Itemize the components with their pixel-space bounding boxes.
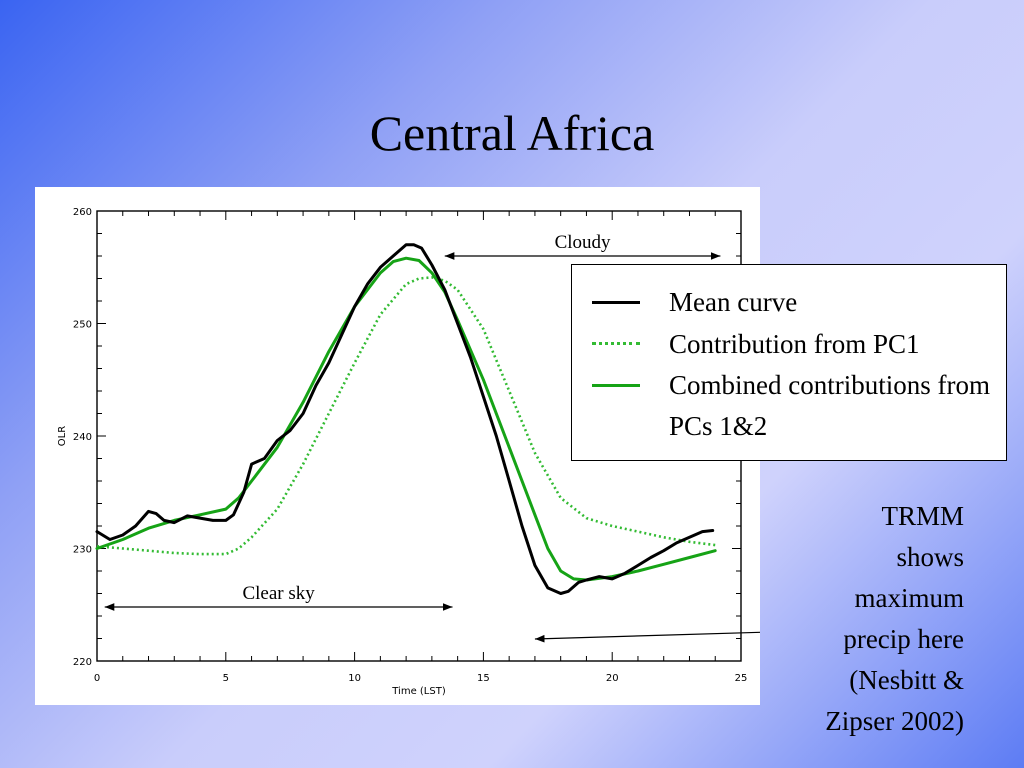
annotations: Cloudy Clear sky — [104, 232, 760, 643]
note-line: Zipser 2002) — [825, 706, 964, 736]
note-line: TRMM — [881, 501, 964, 531]
legend-swatch-mean — [592, 301, 640, 304]
trmm-note: TRMM shows maximum precip here (Nesbitt … — [744, 496, 964, 742]
x-tick-label: 20 — [606, 673, 619, 684]
legend: Mean curve Contribution from PC1 Combine… — [571, 264, 1007, 461]
y-tick-label: 230 — [73, 545, 92, 556]
x-tick-label: 15 — [477, 673, 490, 684]
legend-label-mean: Mean curve — [669, 287, 798, 317]
y-axis-label: OLR — [57, 426, 68, 446]
x-tick-label: 25 — [735, 673, 748, 684]
legend-swatch-combined — [592, 384, 640, 387]
legend-swatch-pc1 — [592, 342, 640, 345]
y-tick-label: 260 — [73, 207, 92, 218]
note-line: shows — [896, 542, 964, 572]
legend-label-combined: Combined contributions from PCs 1&2 — [669, 370, 990, 441]
clear-sky-label: Clear sky — [242, 583, 315, 604]
x-axis-label: Time (LST) — [391, 686, 446, 697]
y-tick-label: 240 — [73, 432, 92, 443]
x-tick-label: 10 — [348, 673, 361, 684]
series-group — [95, 243, 717, 595]
note-line: (Nesbitt & — [849, 665, 964, 695]
legend-label-pc1: Contribution from PC1 — [669, 329, 920, 359]
y-tick-label: 250 — [73, 320, 92, 331]
x-tick-label: 0 — [94, 673, 100, 684]
olr-chart: 0 5 10 15 20 25 220 230 240 250 260 Time (LST) OLR C… — [57, 207, 760, 697]
series-pc1-line — [96, 276, 716, 556]
cloudy-label: Cloudy — [555, 232, 611, 253]
x-tick-label: 5 — [223, 673, 229, 684]
y-tick-label: 220 — [73, 657, 92, 668]
trmm-pointer-arrow — [534, 631, 760, 643]
note-line: precip here — [843, 624, 964, 654]
axes: 0 5 10 15 20 25 220 230 240 250 260 Time (LST) OLR — [57, 207, 747, 697]
series-mean-line — [95, 243, 715, 595]
slide-title: Central Africa — [369, 105, 655, 161]
note-line: maximum — [854, 583, 965, 613]
